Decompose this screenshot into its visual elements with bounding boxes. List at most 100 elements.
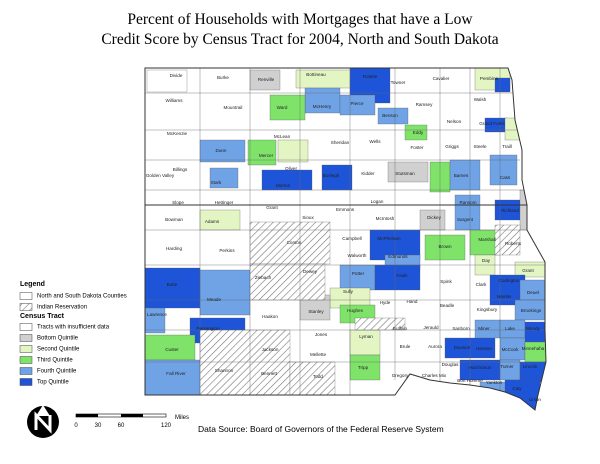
county-label: Corson <box>287 240 302 245</box>
scale-unit: Miles <box>175 415 189 421</box>
county-label: Day <box>482 258 491 263</box>
legend-swatch <box>19 323 33 331</box>
county-label: Mountrail <box>224 105 243 110</box>
county-label: Deuel <box>527 290 539 295</box>
legend-label: Bottom Quintile <box>37 336 79 342</box>
county-label: Hand <box>407 299 418 304</box>
county-label: Logan <box>371 199 384 204</box>
county-label: Barnes <box>454 173 469 178</box>
county-label: Sheridan <box>331 140 350 145</box>
county-label: Oliver <box>285 166 297 171</box>
legend-label: Tracts with insufficient data <box>37 325 110 331</box>
legend-label: Second Quintile <box>37 347 80 353</box>
county-label: Wells <box>369 139 381 144</box>
county-label: Roberts <box>505 241 522 246</box>
scale-label: 120 <box>161 423 172 429</box>
county-label: Walsh <box>474 97 487 102</box>
county-label: Burke <box>217 75 229 80</box>
county-label: Douglas <box>442 362 460 367</box>
county-label: Foster <box>410 145 423 150</box>
county-label: Shannon <box>215 368 234 373</box>
legend-label: Third Quintile <box>37 358 73 364</box>
legend-swatch <box>19 345 33 353</box>
county-label: Traill <box>502 144 512 149</box>
county-label: Towner <box>391 80 406 85</box>
county-label: Divide <box>170 73 183 78</box>
county-label: Potter <box>352 271 365 276</box>
county-label: Renville <box>258 77 275 82</box>
county-label: Mellette <box>310 352 327 357</box>
county-label: Sioux <box>302 215 314 220</box>
county-label: Haakon <box>262 314 278 319</box>
county-label: Burleigh <box>323 173 340 178</box>
legend-label: North and South Dakota Counties <box>37 294 127 300</box>
county-label: Slope <box>172 200 184 205</box>
legend-title: Legend <box>20 281 45 288</box>
county-label: Griggs <box>445 144 459 149</box>
county-label: Marshall <box>478 237 495 242</box>
county-label: Ward <box>277 105 288 110</box>
county-label: Steele <box>473 144 486 149</box>
legend-swatch <box>19 292 33 300</box>
county-label: Todd <box>313 374 323 379</box>
county-label: Yankton <box>486 380 503 385</box>
county-label: Benson <box>382 113 398 118</box>
county-label: Hughes <box>347 308 364 313</box>
county-label: Hanson <box>476 346 492 351</box>
county-label: Walworth <box>348 253 367 258</box>
county-label: Nelson <box>447 119 462 124</box>
county-label: Morton <box>276 183 291 188</box>
legend-subtitle: Census Tract <box>20 313 65 320</box>
legend-swatch <box>19 367 33 375</box>
county-label: Dewey <box>303 269 318 274</box>
county-label: Brown <box>438 244 451 249</box>
county-label: Richland <box>501 208 519 213</box>
county-label: Meade <box>207 297 221 302</box>
county-label: Hyde <box>380 300 391 305</box>
title-line: Percent of Households with Mortgages tha… <box>127 11 473 28</box>
county-label: Rolette <box>363 74 378 79</box>
county-label: Sanborn <box>452 326 470 331</box>
county-label: Miner <box>478 326 490 331</box>
county-label: Lake <box>505 326 515 331</box>
county-label: McHenry <box>313 104 332 109</box>
county-label: Ransom <box>459 200 476 205</box>
legend-swatch <box>19 334 33 342</box>
county-label: Butte <box>167 282 178 287</box>
legend-label: Fourth Quintile <box>37 369 77 375</box>
legend-swatch <box>19 356 33 364</box>
county-label: Harding <box>166 246 183 251</box>
county-label: McLean <box>274 134 291 139</box>
county-label: Ziebach <box>255 275 272 280</box>
county-label: Jerauld <box>423 325 439 330</box>
county-labels: Divide Burke Renville Bottineau Rolette Towne… <box>146 72 545 402</box>
county-label: Turner <box>500 364 514 369</box>
title-line: Credit Score by Census Tract for 2004, N… <box>101 31 498 48</box>
county-label: McIntosh <box>376 216 395 221</box>
county-label: Billings <box>173 167 188 172</box>
county-label: Aurora <box>428 344 442 349</box>
county-label: Grand Forks <box>479 121 505 126</box>
county-label: McPherson <box>377 236 401 241</box>
county-label: Hamlin <box>497 294 512 299</box>
county-label: Hutchinson <box>469 365 492 370</box>
county-label: Cavalier <box>433 76 450 81</box>
county-label: Bon Homme <box>457 378 483 383</box>
scale-label: 60 <box>118 423 125 429</box>
legend-label: Top Quintile <box>37 380 69 386</box>
data-source: Data Source: Board of Governors of the F… <box>198 424 444 434</box>
county-label: Dunn <box>216 148 227 153</box>
county-label: Custer <box>165 347 179 352</box>
county-label: Codington <box>499 278 520 283</box>
county-label: Fall River <box>166 371 186 376</box>
county-label: Charles Mix <box>422 373 447 378</box>
county-label: Stutsman <box>395 171 415 176</box>
county-label: Clark <box>476 282 487 287</box>
county-label: Mercer <box>259 153 274 158</box>
county-label: Sargent <box>457 217 474 222</box>
county-label: Kidder <box>361 171 375 176</box>
county-label: Beadle <box>440 303 455 308</box>
county-label: Lincoln <box>523 364 538 369</box>
